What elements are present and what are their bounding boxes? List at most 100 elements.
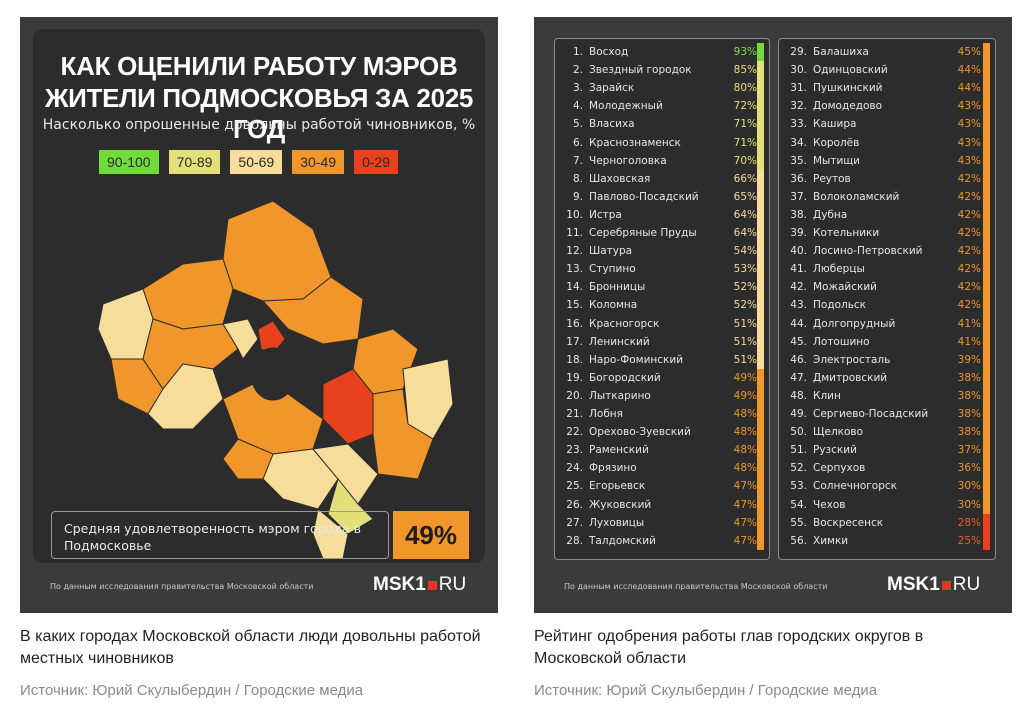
ranking-row: 8. Шаховская 66% [561,170,757,188]
district-name: Волоколамский [813,190,900,203]
district-name: Можайский [813,281,877,294]
ranking-row: 47. Дмитровский 38% [785,369,981,387]
map-region [312,443,379,505]
ranking-list-right: 29. Балашиха 45% 30. Одинцовский 44% 31. Пушкин… [778,38,996,560]
color-scale-segment [757,513,764,533]
rank-number: 32. [790,100,807,113]
right-logo: MSK1 RU [887,574,980,596]
color-scale-segment [757,459,764,478]
average-value: 49% [393,511,469,559]
approval-value: 43% [957,136,981,149]
approval-value: 42% [957,190,981,203]
district-name: Восход [589,46,629,58]
ranking-row: 1. Восход 93% [561,43,757,61]
ranking-row: 7. Черноголовка 70% [561,152,757,170]
approval-value: 42% [957,172,981,185]
ranking-row: 54. Чехов 30% [785,496,981,514]
color-scale-segment [757,405,764,424]
district-name: Жуковский [589,498,652,511]
color-scale-segment [757,43,764,62]
map-region [222,318,259,360]
logo-text: MSK1 [887,574,940,595]
approval-value: 42% [957,281,981,294]
rank-number: 4. [572,100,583,113]
infographic-card: КАК ОЦЕНИЛИ РАБОТУ МЭРОВ ЖИТЕЛИ ПОДМОСКО… [33,29,485,563]
ranking-row: 23. Раменский 48% [561,441,757,459]
district-name: Рузский [813,444,857,457]
color-scale-segment [983,296,990,315]
ranking-row: 15. Коломна 52% [561,296,757,314]
ranking-row: 49. Сергиево-Посадский 38% [785,405,981,423]
district-name: Краснознаменск [589,136,681,149]
infographic-title-line1: КАК ОЦЕНИЛИ РАБОТУ МЭРОВ [60,51,458,81]
moscow-city [250,347,296,401]
rank-number: 25. [566,480,583,493]
ranking-row: 52. Серпухов 36% [785,459,981,477]
left-source: Источник: Юрий Скулыбердин / Городские м… [20,682,364,699]
legend-chip: 90-100 [99,150,159,174]
rank-number: 56. [790,534,807,547]
approval-value: 47% [733,516,757,529]
left-caption: В каких городах Московской области люди … [20,628,481,667]
approval-value: 65% [733,190,757,203]
ranking-infographic: 1. Восход 93% 2. Звездный городок 85% 3. Зарайс… [534,17,1012,613]
rank-number: 22. [566,426,583,439]
district-name: Серпухов [813,462,866,475]
color-scale-segment [983,314,990,334]
approval-value: 42% [957,208,981,221]
district-name: Дмитровский [813,371,888,384]
color-scale-segment [983,368,990,388]
ranking-row: 10. Истра 64% [561,206,757,224]
rank-number: 23. [566,444,583,457]
color-scale-segment [983,332,990,352]
map-region [257,320,286,355]
right-caption: Рейтинг одобрения работы глав городских … [534,628,924,667]
rank-number: 2. [572,64,583,77]
rank-number: 42. [790,281,807,294]
ranking-row: 20. Лыткарино 49% [561,387,757,405]
rank-number: 12. [566,245,583,258]
color-scale-segment [983,133,990,153]
average-box: Средняя удовлетворенность мэром города в… [51,511,389,559]
color-scale-segment [983,242,990,261]
color-scale-segment [983,187,990,207]
color-scale-segment [983,97,990,116]
approval-value: 48% [733,426,757,439]
rank-number: 19. [566,371,583,384]
color-scale-segment [757,423,764,442]
rank-number: 14. [566,281,583,294]
map-region [222,438,274,480]
rank-number: 35. [790,154,807,167]
approval-value: 28% [957,516,981,529]
rank-number: 46. [790,353,807,366]
rank-number: 16. [566,317,583,330]
approval-value: 53% [733,263,757,276]
approval-value: 64% [733,208,757,221]
district-name: Королёв [813,136,860,149]
approval-value: 48% [733,408,757,420]
color-scale-segment [983,224,990,243]
district-name: Орехово-Зуевский [589,426,691,439]
color-scale-segment [983,151,990,171]
district-name: Домодедово [813,100,882,113]
rank-number: 26. [566,498,583,511]
district-name: Подольск [813,299,867,312]
ranking-row: 48. Клин 38% [785,387,981,405]
ranking-row: 5. Власиха 71% [561,115,757,133]
color-legend: 90-100 70-89 50-69 30-49 0-29 [99,150,399,174]
ranking-row: 22. Орехово-Зуевский 48% [561,423,757,441]
district-name: Власиха [589,118,635,131]
rank-number: 18. [566,353,583,366]
color-scale-segment [757,531,764,551]
color-scale-segment [983,441,990,460]
color-scale-segment [983,205,990,225]
ranking-list-left: 1. Восход 93% 2. Звездный городок 85% 3. Зарайс… [554,38,770,560]
color-scale-segment [983,260,990,279]
district-name: Одинцовский [813,64,888,77]
rank-number: 21. [566,408,583,420]
color-scale-segment [757,368,764,388]
approval-value: 49% [733,389,757,402]
right-source: Источник: Юрий Скулыбердин / Городские м… [534,682,878,699]
ranking-row: 4. Молодежный 72% [561,97,757,115]
color-scale-segment [983,115,990,134]
